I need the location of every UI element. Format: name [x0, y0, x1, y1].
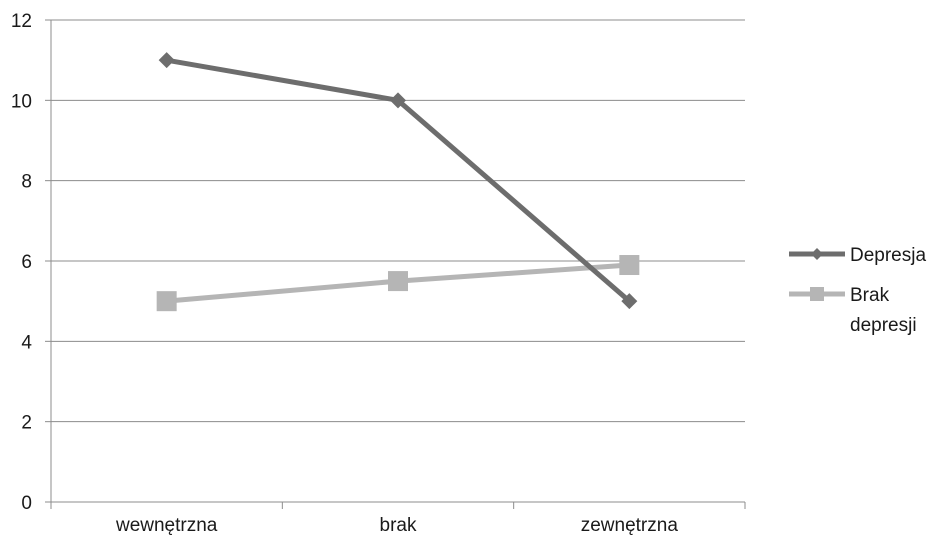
y-tick-label: 4	[21, 332, 32, 353]
x-tick-label: wewnętrzna	[115, 515, 218, 536]
legend-label: depresji	[850, 315, 917, 336]
y-tick-label: 12	[11, 11, 32, 32]
data-point	[619, 255, 640, 276]
x-tick-labels: wewnętrzna brak zewnętrzna	[115, 515, 678, 536]
legend-entry: Brak depresji	[789, 285, 917, 336]
legend-entry: Depresja	[789, 245, 926, 266]
data-point	[388, 271, 408, 292]
data-point	[390, 92, 406, 109]
data-point	[158, 52, 175, 69]
data-point	[156, 291, 177, 312]
x-tick-label: brak	[380, 515, 417, 536]
gridlines	[51, 19, 745, 423]
legend-marker	[811, 248, 823, 260]
series-group	[156, 52, 640, 312]
y-tick-label: 10	[11, 91, 32, 112]
legend-label: Brak	[850, 285, 890, 306]
legend-marker	[810, 287, 824, 301]
series-depresja	[158, 52, 638, 310]
x-tick-label: zewnętrzna	[581, 515, 679, 536]
legend: Depresja Brak depresji	[789, 245, 926, 336]
series-brak-depresji	[156, 255, 640, 312]
y-tick-label: 2	[21, 413, 32, 434]
y-tick-label: 8	[21, 172, 32, 193]
data-point	[621, 293, 638, 310]
y-tick-label: 0	[21, 493, 32, 514]
y-tick-labels: 0 2 4 6 8 10 12	[11, 11, 33, 514]
y-tick-label: 6	[21, 252, 32, 273]
legend-label: Depresja	[850, 245, 926, 266]
axes	[45, 19, 746, 509]
